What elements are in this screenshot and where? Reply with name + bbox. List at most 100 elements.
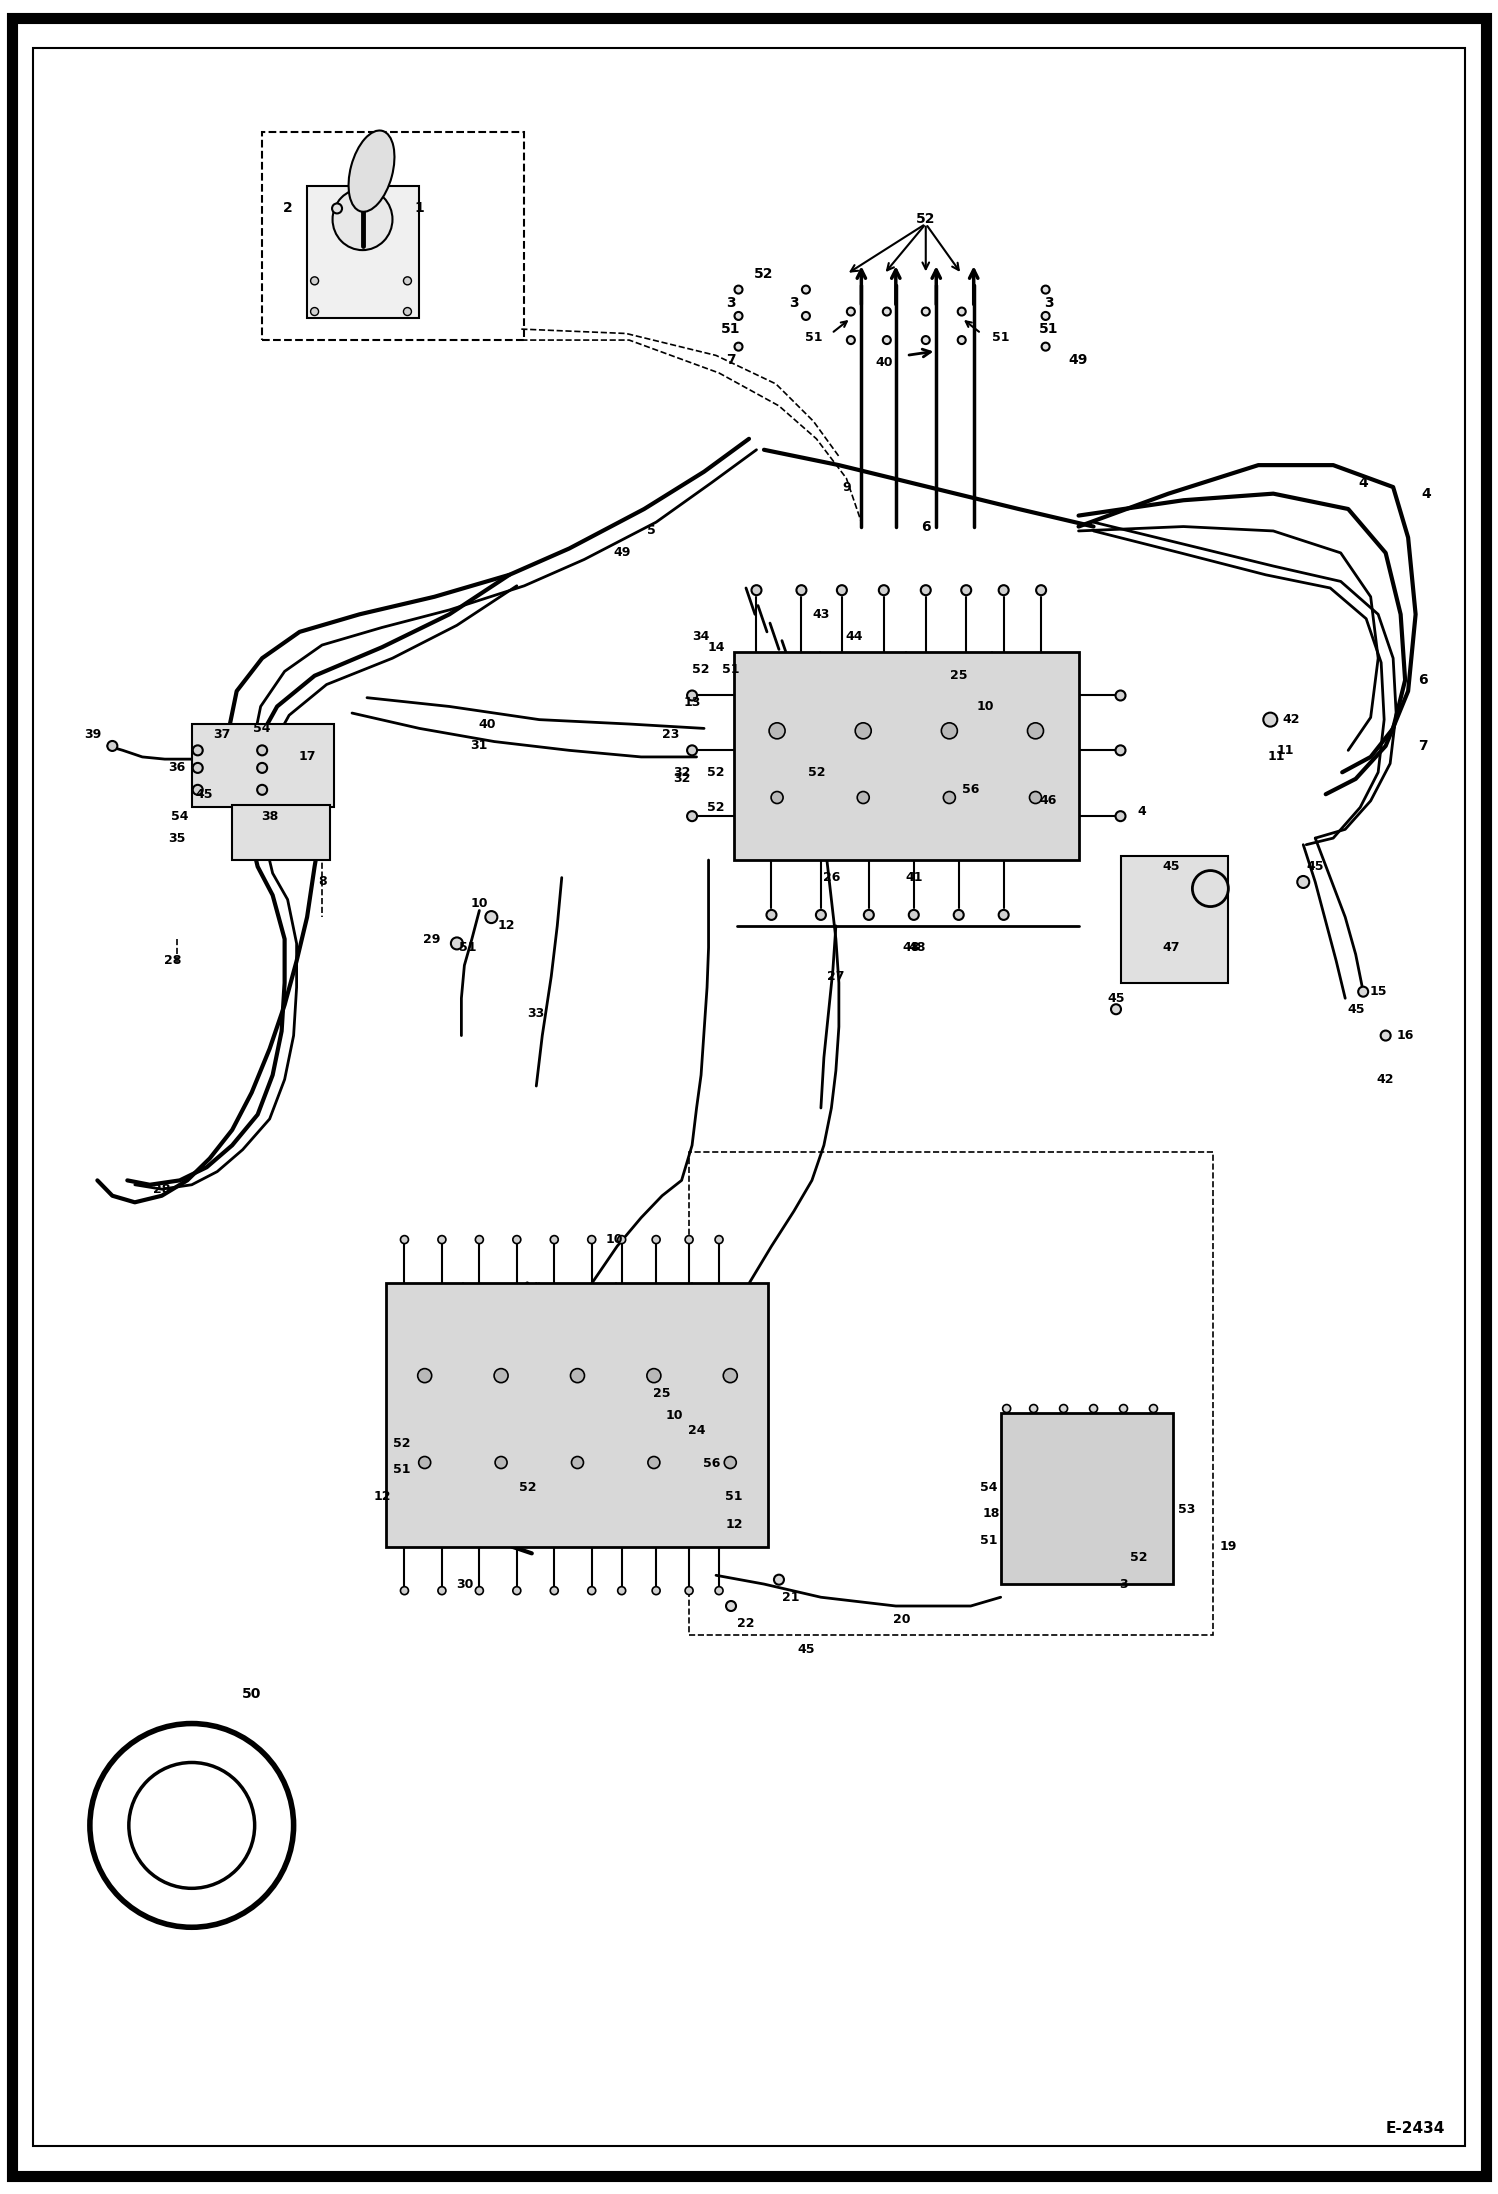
Text: 44: 44 xyxy=(845,630,863,643)
Circle shape xyxy=(797,586,806,595)
Circle shape xyxy=(418,1369,431,1382)
Text: 49: 49 xyxy=(613,546,631,559)
Circle shape xyxy=(688,746,697,755)
Bar xyxy=(1001,1413,1173,1584)
Circle shape xyxy=(1359,987,1368,996)
Circle shape xyxy=(1263,713,1278,726)
Text: 41: 41 xyxy=(905,871,923,884)
Circle shape xyxy=(1041,342,1050,351)
Circle shape xyxy=(734,285,743,294)
Text: 48: 48 xyxy=(908,941,926,954)
Text: 35: 35 xyxy=(168,832,186,845)
Text: 14: 14 xyxy=(707,641,725,654)
Circle shape xyxy=(1037,586,1046,595)
Circle shape xyxy=(724,1369,737,1382)
Text: 16: 16 xyxy=(1396,1029,1414,1042)
Circle shape xyxy=(647,1457,661,1468)
Text: 54: 54 xyxy=(253,722,271,735)
Circle shape xyxy=(685,1586,694,1595)
Circle shape xyxy=(587,1586,596,1595)
Text: 34: 34 xyxy=(692,630,710,643)
Circle shape xyxy=(475,1586,484,1595)
Circle shape xyxy=(846,307,855,316)
Text: 27: 27 xyxy=(827,970,845,983)
Text: 48: 48 xyxy=(902,941,920,954)
Circle shape xyxy=(999,911,1008,919)
Text: 13: 13 xyxy=(683,695,701,709)
Circle shape xyxy=(587,1235,596,1244)
Text: 11: 11 xyxy=(1276,744,1294,757)
Text: 30: 30 xyxy=(455,1577,473,1591)
Circle shape xyxy=(258,746,267,755)
Text: 51: 51 xyxy=(722,663,740,676)
Circle shape xyxy=(999,586,1008,595)
Circle shape xyxy=(437,1586,446,1595)
Circle shape xyxy=(727,1602,736,1610)
Bar xyxy=(689,1152,1213,1635)
Text: 12: 12 xyxy=(373,1490,391,1503)
Text: 10: 10 xyxy=(605,1233,623,1246)
Circle shape xyxy=(954,911,963,919)
Bar xyxy=(192,724,334,807)
Text: 25: 25 xyxy=(950,669,968,682)
Circle shape xyxy=(1041,285,1050,294)
Circle shape xyxy=(771,792,783,803)
Text: 53: 53 xyxy=(1177,1503,1195,1516)
Text: 51: 51 xyxy=(458,941,476,954)
Circle shape xyxy=(451,937,463,950)
Text: 43: 43 xyxy=(812,608,830,621)
Circle shape xyxy=(258,764,267,772)
Circle shape xyxy=(571,1457,584,1468)
Text: 10: 10 xyxy=(977,700,995,713)
Text: 51: 51 xyxy=(992,331,1010,344)
Text: 56: 56 xyxy=(703,1457,721,1470)
Circle shape xyxy=(837,586,846,595)
Text: 4: 4 xyxy=(1422,487,1431,500)
Circle shape xyxy=(437,1235,446,1244)
Text: 4: 4 xyxy=(1359,476,1368,489)
Circle shape xyxy=(855,722,872,739)
Text: 45: 45 xyxy=(1107,992,1125,1005)
Circle shape xyxy=(944,792,956,803)
Circle shape xyxy=(403,276,412,285)
Circle shape xyxy=(193,746,202,755)
Circle shape xyxy=(400,1586,409,1595)
Circle shape xyxy=(1149,1404,1158,1413)
Circle shape xyxy=(882,336,891,344)
Text: 52: 52 xyxy=(753,268,774,281)
Bar xyxy=(386,1283,768,1547)
Circle shape xyxy=(941,722,957,739)
Circle shape xyxy=(1116,812,1125,821)
Ellipse shape xyxy=(349,129,394,213)
Circle shape xyxy=(921,307,930,316)
Circle shape xyxy=(652,1586,661,1595)
Text: 31: 31 xyxy=(470,739,488,753)
Circle shape xyxy=(909,911,918,919)
Bar xyxy=(262,132,524,340)
Circle shape xyxy=(647,1369,661,1382)
Text: 12: 12 xyxy=(725,1518,743,1531)
Text: 54: 54 xyxy=(980,1481,998,1494)
Text: 47: 47 xyxy=(1162,941,1180,954)
Text: 6: 6 xyxy=(1419,674,1428,687)
Text: 51: 51 xyxy=(1038,323,1059,336)
Circle shape xyxy=(1116,746,1125,755)
Text: 52: 52 xyxy=(692,663,710,676)
Text: 52: 52 xyxy=(915,213,936,226)
Circle shape xyxy=(1002,1404,1011,1413)
Circle shape xyxy=(652,1235,661,1244)
Circle shape xyxy=(1297,875,1309,889)
Bar xyxy=(1121,856,1228,983)
Circle shape xyxy=(1089,1404,1098,1413)
Text: 3: 3 xyxy=(789,296,798,309)
Circle shape xyxy=(1119,1404,1128,1413)
Text: 18: 18 xyxy=(983,1507,1001,1520)
Text: 45: 45 xyxy=(797,1643,815,1656)
Circle shape xyxy=(494,1369,508,1382)
Text: 51: 51 xyxy=(725,1490,743,1503)
Text: 38: 38 xyxy=(261,810,279,823)
Text: 40: 40 xyxy=(478,717,496,731)
Circle shape xyxy=(1059,1404,1068,1413)
Text: 39: 39 xyxy=(84,728,102,742)
Circle shape xyxy=(882,307,891,316)
